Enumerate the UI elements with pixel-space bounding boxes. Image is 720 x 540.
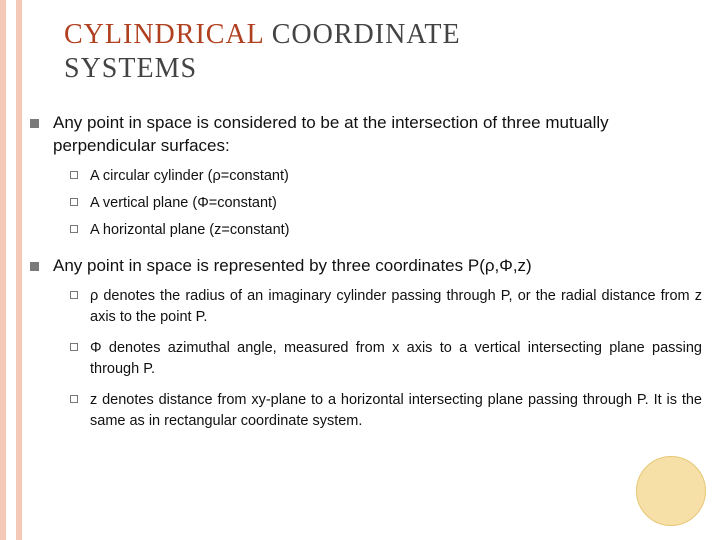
sub-bullets-group-2: ρ denotes the radius of an imaginary cyl… <box>70 286 702 432</box>
sub-bullet-text: z denotes distance from xy-plane to a ho… <box>90 390 702 432</box>
bullet-text: Any point in space is represented by thr… <box>53 255 532 278</box>
title-word-1: CYLINDRICAL <box>64 19 264 50</box>
sub-bullets-group-1: A circular cylinder (ρ=constant) A verti… <box>70 166 702 241</box>
sub-bullet: A circular cylinder (ρ=constant) <box>70 166 702 187</box>
sub-bullet: Φ denotes azimuthal angle, measured from… <box>70 338 702 380</box>
sub-bullet: A horizontal plane (z=constant) <box>70 220 702 241</box>
slide-content: Any point in space is considered to be a… <box>30 112 702 446</box>
slide-title: CYLINDRICAL COORDINATE SYSTEMS <box>64 18 461 85</box>
sub-bullet: ρ denotes the radius of an imaginary cyl… <box>70 286 702 328</box>
sub-bullet-text: Φ denotes azimuthal angle, measured from… <box>90 338 702 380</box>
sub-bullet: A vertical plane (Φ=constant) <box>70 193 702 214</box>
hollow-square-icon <box>70 395 78 403</box>
sub-bullet: z denotes distance from xy-plane to a ho… <box>70 390 702 432</box>
left-accent-stripe <box>0 0 22 540</box>
sub-bullet-text: A vertical plane (Φ=constant) <box>90 193 702 214</box>
hollow-square-icon <box>70 171 78 179</box>
hollow-square-icon <box>70 291 78 299</box>
sub-bullet-text: ρ denotes the radius of an imaginary cyl… <box>90 286 702 328</box>
bullet-main-1: Any point in space is considered to be a… <box>30 112 702 158</box>
bullet-text: Any point in space is considered to be a… <box>53 112 702 158</box>
decorative-circle <box>636 456 706 526</box>
bullet-main-2: Any point in space is represented by thr… <box>30 255 702 278</box>
hollow-square-icon <box>70 198 78 206</box>
sub-bullet-text: A horizontal plane (z=constant) <box>90 220 702 241</box>
square-bullet-icon <box>30 262 39 271</box>
square-bullet-icon <box>30 119 39 128</box>
title-word-2: COORDINATE <box>272 19 461 50</box>
hollow-square-icon <box>70 225 78 233</box>
title-word-3: SYSTEMS <box>64 53 197 84</box>
hollow-square-icon <box>70 343 78 351</box>
sub-bullet-text: A circular cylinder (ρ=constant) <box>90 166 702 187</box>
